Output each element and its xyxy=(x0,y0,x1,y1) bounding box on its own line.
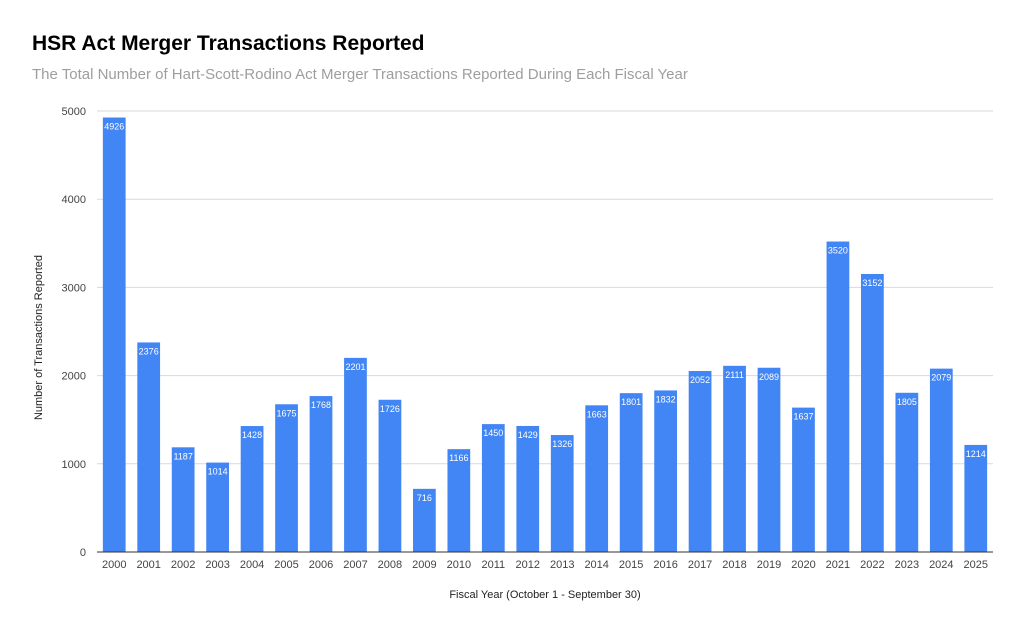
bar xyxy=(964,444,988,552)
bar-value-label: 3520 xyxy=(828,246,848,256)
bar xyxy=(792,407,815,552)
bar xyxy=(654,390,677,552)
y-tick-label: 3000 xyxy=(62,282,86,294)
gridlines xyxy=(97,110,993,465)
bar xyxy=(929,368,953,552)
bar xyxy=(137,342,161,552)
bar-value-label: 2089 xyxy=(759,372,779,382)
bar-value-label: 2052 xyxy=(690,375,710,385)
bar-value-label: 1663 xyxy=(587,409,607,419)
bar xyxy=(413,488,436,552)
x-tick-label: 2010 xyxy=(447,559,471,571)
bar-value-label: 1768 xyxy=(311,400,331,410)
x-tick-label: 2018 xyxy=(722,559,746,571)
x-tick-label: 2022 xyxy=(860,559,884,571)
bar xyxy=(826,241,850,552)
x-tick-label: 2003 xyxy=(205,559,229,571)
y-tick-label: 2000 xyxy=(62,371,86,383)
bar-value-label: 2111 xyxy=(725,370,744,380)
bar-value-label: 4926 xyxy=(104,122,124,132)
x-tick-label: 2012 xyxy=(516,559,540,571)
x-tick-label: 2009 xyxy=(412,559,436,571)
x-tick-label: 2015 xyxy=(619,559,643,571)
bar xyxy=(619,393,643,552)
bar-value-label: 1726 xyxy=(380,404,400,414)
bar-value-label: 1166 xyxy=(449,453,468,463)
bar-value-label: 2201 xyxy=(345,362,365,372)
x-tick-label: 2021 xyxy=(826,559,850,571)
x-tick-label: 2014 xyxy=(584,559,608,571)
x-tick-label: 2024 xyxy=(929,559,953,571)
bar-value-label: 1014 xyxy=(208,467,228,477)
x-tick-label: 2019 xyxy=(757,559,781,571)
bar xyxy=(102,117,126,553)
y-tick-label: 1000 xyxy=(62,459,86,471)
x-tick-label: 2016 xyxy=(653,559,677,571)
bars: 4926 2376 1187 1014 1428 1675 1768 2201 1726 716 1… xyxy=(102,117,988,553)
bar-value-label: 1450 xyxy=(483,428,503,438)
x-tick-label: 2017 xyxy=(688,559,712,571)
bar-value-label: 1637 xyxy=(793,412,813,422)
bar-value-label: 1326 xyxy=(552,439,572,449)
bar-value-label: 716 xyxy=(417,493,432,503)
bar xyxy=(240,426,264,552)
bar-value-label: 1187 xyxy=(173,451,192,461)
bar-value-label: 1805 xyxy=(897,397,917,407)
y-tick-label: 4000 xyxy=(62,194,86,206)
bar-value-label: 1428 xyxy=(242,430,262,440)
bar xyxy=(550,435,574,552)
bar xyxy=(447,449,471,552)
bar xyxy=(275,404,298,552)
x-tick-label: 2000 xyxy=(102,559,126,571)
x-axis-ticks: 2000 2001 2002 2003 2004 2005 2006 2007 2008 2009… xyxy=(102,559,988,571)
bar xyxy=(895,392,919,552)
bar xyxy=(309,396,333,552)
bar xyxy=(757,367,781,552)
bar xyxy=(206,462,229,552)
bar xyxy=(481,424,505,552)
y-axis-ticks: 0 1000 2000 3000 4000 5000 xyxy=(62,106,86,559)
x-tick-label: 2008 xyxy=(378,559,402,571)
bar-value-label: 2376 xyxy=(139,346,159,356)
bar-value-label: 3152 xyxy=(862,278,882,288)
bar xyxy=(344,357,367,552)
y-axis-title: Number of Transactions Reported xyxy=(33,255,45,420)
chart-title: HSR Act Merger Transactions Reported xyxy=(32,32,425,55)
bar xyxy=(516,425,540,552)
bar-value-label: 1832 xyxy=(656,394,676,404)
y-tick-label: 0 xyxy=(80,547,86,559)
bar xyxy=(378,399,402,552)
chart-subtitle: The Total Number of Hart-Scott-Rodino Ac… xyxy=(32,66,688,83)
bar xyxy=(171,447,195,552)
bar xyxy=(688,371,712,552)
x-axis-title: Fiscal Year (October 1 - September 30) xyxy=(449,589,640,601)
x-tick-label: 2001 xyxy=(136,559,160,571)
x-tick-label: 2004 xyxy=(240,559,264,571)
bar xyxy=(861,273,884,552)
bar-value-label: 1429 xyxy=(518,430,538,440)
x-tick-label: 2005 xyxy=(274,559,298,571)
x-tick-label: 2007 xyxy=(343,559,367,571)
x-tick-label: 2025 xyxy=(964,559,988,571)
x-tick-label: 2013 xyxy=(550,559,574,571)
x-tick-label: 2002 xyxy=(171,559,195,571)
bar-value-label: 1801 xyxy=(621,397,641,407)
bar-value-label: 1675 xyxy=(277,408,297,418)
bar-value-label: 1214 xyxy=(966,449,986,459)
x-tick-label: 2020 xyxy=(791,559,815,571)
bar xyxy=(585,405,609,552)
x-tick-label: 2006 xyxy=(309,559,333,571)
x-tick-label: 2011 xyxy=(481,559,505,571)
y-tick-label: 5000 xyxy=(62,106,86,118)
x-tick-label: 2023 xyxy=(895,559,919,571)
bar-value-label: 2079 xyxy=(931,373,951,383)
bar xyxy=(723,365,746,552)
